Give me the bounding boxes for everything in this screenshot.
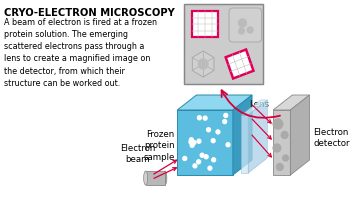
Circle shape [203, 116, 207, 120]
Circle shape [273, 119, 283, 129]
Circle shape [200, 153, 204, 157]
Polygon shape [273, 110, 290, 175]
Polygon shape [192, 11, 218, 37]
Circle shape [208, 166, 212, 170]
Circle shape [183, 156, 187, 160]
Ellipse shape [144, 171, 148, 185]
Polygon shape [290, 95, 310, 175]
Circle shape [224, 113, 228, 117]
Circle shape [193, 164, 197, 168]
Circle shape [223, 119, 226, 124]
Polygon shape [177, 95, 252, 110]
Polygon shape [146, 171, 165, 185]
Circle shape [216, 130, 220, 134]
Circle shape [212, 158, 215, 162]
Circle shape [273, 144, 281, 152]
Polygon shape [177, 110, 233, 175]
Circle shape [281, 131, 288, 139]
Circle shape [207, 128, 211, 132]
Polygon shape [233, 95, 252, 175]
Polygon shape [273, 95, 310, 110]
Circle shape [197, 139, 201, 143]
Text: A beam of electron is fired at a frozen
protein solution. The emerging
scattered: A beam of electron is fired at a frozen … [4, 18, 157, 88]
Ellipse shape [163, 171, 167, 185]
Circle shape [283, 155, 289, 161]
Polygon shape [241, 115, 248, 173]
Polygon shape [241, 100, 267, 115]
Text: Frozen
protein
sample: Frozen protein sample [143, 130, 174, 162]
Text: CRYO-ELECTRON MICROSCOPY: CRYO-ELECTRON MICROSCOPY [4, 8, 175, 18]
Circle shape [247, 27, 253, 33]
Circle shape [277, 164, 283, 171]
Circle shape [190, 143, 194, 147]
Circle shape [190, 138, 193, 142]
Polygon shape [192, 51, 214, 77]
FancyBboxPatch shape [229, 8, 262, 42]
Circle shape [204, 155, 208, 159]
Polygon shape [248, 100, 267, 173]
Circle shape [239, 19, 246, 27]
Circle shape [189, 140, 193, 144]
Text: Electron
detector: Electron detector [313, 128, 350, 148]
Circle shape [197, 116, 201, 120]
Circle shape [239, 28, 244, 34]
Circle shape [198, 59, 208, 69]
Text: Lens: Lens [249, 100, 269, 109]
Polygon shape [184, 4, 263, 84]
Circle shape [197, 160, 201, 164]
Polygon shape [226, 50, 253, 79]
Circle shape [192, 140, 196, 144]
Circle shape [226, 143, 230, 147]
Circle shape [211, 139, 215, 143]
Text: Electron
beam: Electron beam [120, 144, 156, 164]
